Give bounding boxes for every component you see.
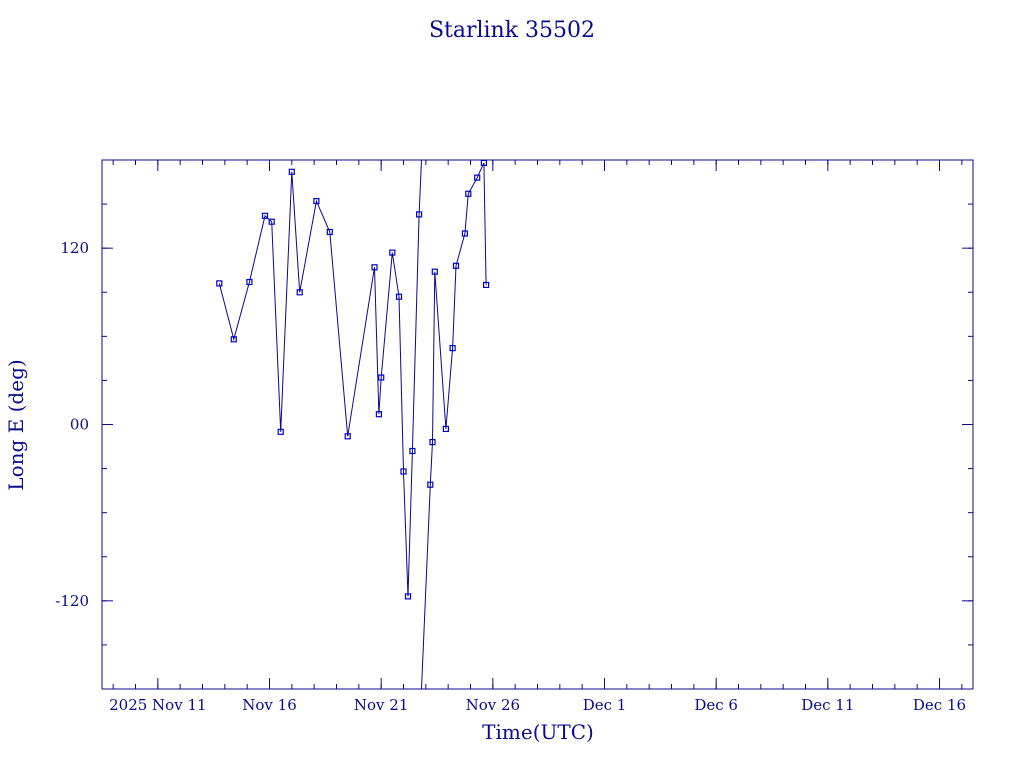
data-point	[313, 198, 320, 205]
data-point	[427, 481, 434, 488]
plot-frame	[101, 159, 974, 690]
y-axis-label: Long E (deg)	[4, 359, 28, 490]
y-tick-label: 120	[60, 239, 89, 257]
data-point	[288, 168, 295, 175]
axis-ticks	[102, 160, 973, 689]
data-point	[246, 278, 253, 286]
data-point	[344, 433, 351, 440]
data-point	[230, 336, 237, 343]
series-group	[218, 160, 487, 689]
data-point	[452, 262, 460, 269]
data-point	[474, 174, 481, 181]
data-point	[449, 345, 456, 352]
chart-title: Starlink 35502	[429, 18, 595, 43]
x-tick-label: Nov 21	[354, 696, 409, 714]
data-point	[429, 439, 436, 446]
data-point	[404, 593, 412, 600]
data-point	[442, 425, 449, 432]
data-point	[409, 447, 416, 455]
data-point	[461, 230, 468, 237]
x-axis-label: Time(UTC)	[482, 720, 594, 744]
series-line	[218, 160, 487, 689]
axis-tick-labels: 120 00 -120 2025 Nov 11 Nov 16 Nov 21 Nov 26 De…	[55, 239, 966, 714]
data-point	[465, 190, 472, 197]
data-point	[416, 211, 423, 218]
x-tick-label: 2025 Nov 11	[109, 696, 206, 714]
data-point	[431, 268, 438, 275]
x-tick-label: Nov 26	[466, 696, 521, 714]
data-point	[268, 218, 275, 225]
data-point	[378, 374, 385, 381]
y-tick-label: 00	[70, 416, 89, 434]
data-point	[371, 264, 378, 271]
data-point	[395, 293, 403, 300]
data-point	[261, 212, 269, 219]
x-tick-label: Nov 16	[242, 696, 297, 714]
y-tick-label: -120	[55, 592, 89, 610]
x-tick-label: Dec 6	[694, 696, 738, 714]
data-point	[277, 428, 284, 435]
data-point	[483, 281, 490, 288]
data-point	[326, 228, 333, 236]
x-tick-label: Dec 1	[583, 696, 627, 714]
data-point	[480, 159, 487, 166]
x-tick-label: Dec 11	[801, 696, 854, 714]
data-point	[375, 411, 382, 418]
data-point	[216, 280, 223, 287]
x-tick-label: Dec 16	[913, 696, 966, 714]
data-point	[400, 468, 407, 475]
data-point	[296, 289, 303, 296]
marker-group	[216, 159, 490, 600]
data-point	[389, 249, 396, 256]
